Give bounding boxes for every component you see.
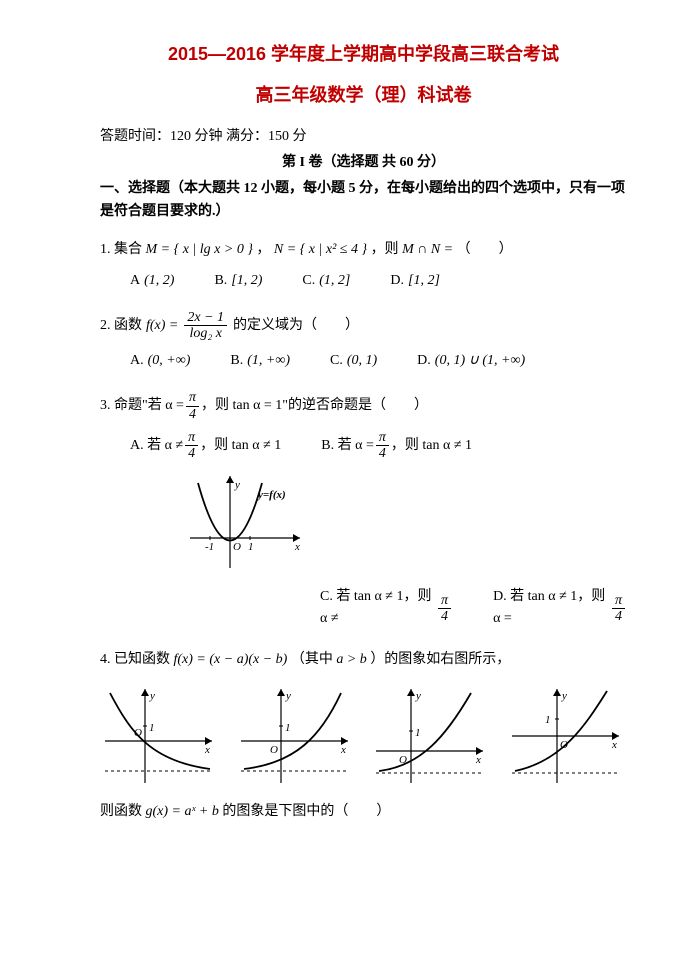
q2-a-label: A. [130,350,144,372]
q1-label: 1. 集合 [100,242,142,257]
svg-text:y: y [561,690,567,702]
q3-c-pre: C. 若 tan α ≠ 1，则 α ≠ [320,586,436,631]
svg-text:1: 1 [415,727,421,739]
q1-c-label: C. [302,270,315,292]
instructions: 一、选择题（本大题共 12 小题，每小题 5 分，在每小题给出的四个选项中，只有… [100,178,627,223]
q3-a-pre: A. 若 α ≠ [130,435,183,457]
q2-c: (0, 1) [347,350,377,372]
main-title-line2: 高三年级数学（理）科试卷 [100,81,627,110]
q4-line2a: 则函数 [100,804,142,819]
q3-options-ab: A. 若 α ≠ π4 ，则 tan α ≠ 1 B. 若 α = π4 ，则 … [130,430,627,462]
q1-d-label: D. [390,270,404,292]
q2-a: (0, +∞) [148,350,191,372]
svg-text:x: x [204,744,210,756]
q1-set-n: N = { x | x² ≤ 4 } [274,242,367,257]
section-header: 第 I 卷（选择题 共 60 分） [100,152,627,174]
q4-graph-d: y x O 1 [507,681,627,791]
q2-b-label: B. [230,350,243,372]
q4-func: f(x) = (x − a)(x − b) [174,652,288,667]
svg-text:x: x [611,739,617,751]
q3-a-post: ，则 tan α ≠ 1 [200,435,281,457]
q2-tail: 的定义域为（ ） [233,315,359,337]
q3-b-pi4: π4 [376,430,389,462]
q1-a-label: A [130,270,140,292]
q1-sep2: ，则 [371,242,399,257]
q3-pi4-main: π 4 [186,390,199,422]
q3-mid: ，则 tan α = 1"的逆否命题是（ ） [201,395,428,417]
svg-text:1: 1 [149,722,155,734]
q3-a-pi4: π4 [185,430,198,462]
q3-pi4-den: 4 [186,407,199,422]
question-4: 4. 已知函数 f(x) = (x − a)(x − b) （其中 a > b … [100,649,627,824]
q3-c-pi4: π4 [438,593,451,625]
q1-d: [1, 2] [408,270,440,292]
q4-graph-c: y x O 1 [371,681,491,791]
q4-graph-a: y x O 1 [100,681,220,791]
q1-options: A (1, 2) B. [1, 2) C. (1, 2] D. [1, 2] [130,270,627,292]
svg-text:x: x [294,541,300,553]
svg-text:1: 1 [545,714,551,726]
q4-mid2: ）的图象如右图所示， [370,652,510,667]
q2-label: 2. 函数 [100,315,142,337]
svg-text:O: O [270,744,278,756]
main-title-line1: 2015—2016 学年度上学期高中学段高三联合考试 [100,40,627,69]
q4-cond: a > b [336,652,366,667]
q4-label: 4. 已知函数 [100,652,170,667]
svg-text:O: O [233,541,241,553]
exam-page: 2015—2016 学年度上学期高中学段高三联合考试 高三年级数学（理）科试卷 … [0,0,687,862]
q1-c: (1, 2] [319,270,350,292]
q4-graph-b: y x O 1 [236,681,356,791]
q1-b-label: B. [214,270,227,292]
q3-label: 3. 命题"若 α = [100,395,184,417]
q4-line2b: 的图象是下图中的（ ） [222,804,390,819]
q3-d-pre: D. 若 tan α ≠ 1，则 α = [493,586,610,631]
q1-sep1: ， [256,242,270,257]
svg-text:x: x [475,754,481,766]
q1-expr: M ∩ N = [402,242,453,257]
q2-c-label: C. [330,350,343,372]
q2-frac-den: log₂ x [184,326,227,341]
q3-d-pi4: π4 [612,593,625,625]
q3-pi4-num: π [186,390,199,406]
q2-frac-num: 2x − 1 [184,310,227,326]
svg-text:1: 1 [248,541,254,553]
question-2: 2. 函数 f(x) = 2x − 1 log₂ x 的定义域为（ ） A.(0… [100,310,627,372]
q4-g: g(x) = aˣ + b [146,804,219,819]
q1-a: (1, 2) [144,270,174,292]
svg-text:y: y [149,690,155,702]
svg-text:O: O [134,727,142,739]
q2-options: A.(0, +∞) B.(1, +∞) C.(0, 1) D.(0, 1) ∪ … [130,350,627,372]
q3-b-post: ，则 tan α ≠ 1 [391,435,472,457]
svg-text:y: y [415,690,421,702]
svg-text:-1: -1 [205,541,214,553]
q2-func-lhs: f(x) = [146,315,178,337]
q2-d-label: D. [417,350,431,372]
svg-text:y: y [234,479,240,491]
q1-blank: （ ） [457,242,513,257]
q1-b: [1, 2) [231,270,262,292]
q2-b: (1, +∞) [247,350,290,372]
exam-info: 答题时间：120 分钟 满分：150 分 [100,126,627,148]
q4-graph-row: y x O 1 y x O 1 [100,681,627,791]
q3-b-pre: B. 若 α = [321,435,374,457]
q3-inline-graph-wrap: y x O -1 1 y=f(x) [180,468,627,586]
q2-fraction: 2x − 1 log₂ x [184,310,227,342]
svg-text:O: O [560,739,568,751]
question-3: 3. 命题"若 α = π 4 ，则 tan α = 1"的逆否命题是（ ） A… [100,390,627,631]
q1-set-m: M = { x | lg x > 0 } [146,242,253,257]
q3-parabola-graph: y x O -1 1 y=f(x) [180,468,310,578]
q2-d: (0, 1) ∪ (1, +∞) [435,350,525,372]
svg-text:O: O [399,754,407,766]
q4-mid1: （其中 [291,652,333,667]
question-1: 1. 集合 M = { x | lg x > 0 } ， N = { x | x… [100,239,627,292]
svg-text:y=f(x): y=f(x) [256,489,286,501]
svg-text:1: 1 [285,722,291,734]
q3-options-cd: C. 若 tan α ≠ 1，则 α ≠ π4 D. 若 tan α ≠ 1，则… [320,586,627,631]
svg-text:x: x [340,744,346,756]
svg-text:y: y [285,690,291,702]
